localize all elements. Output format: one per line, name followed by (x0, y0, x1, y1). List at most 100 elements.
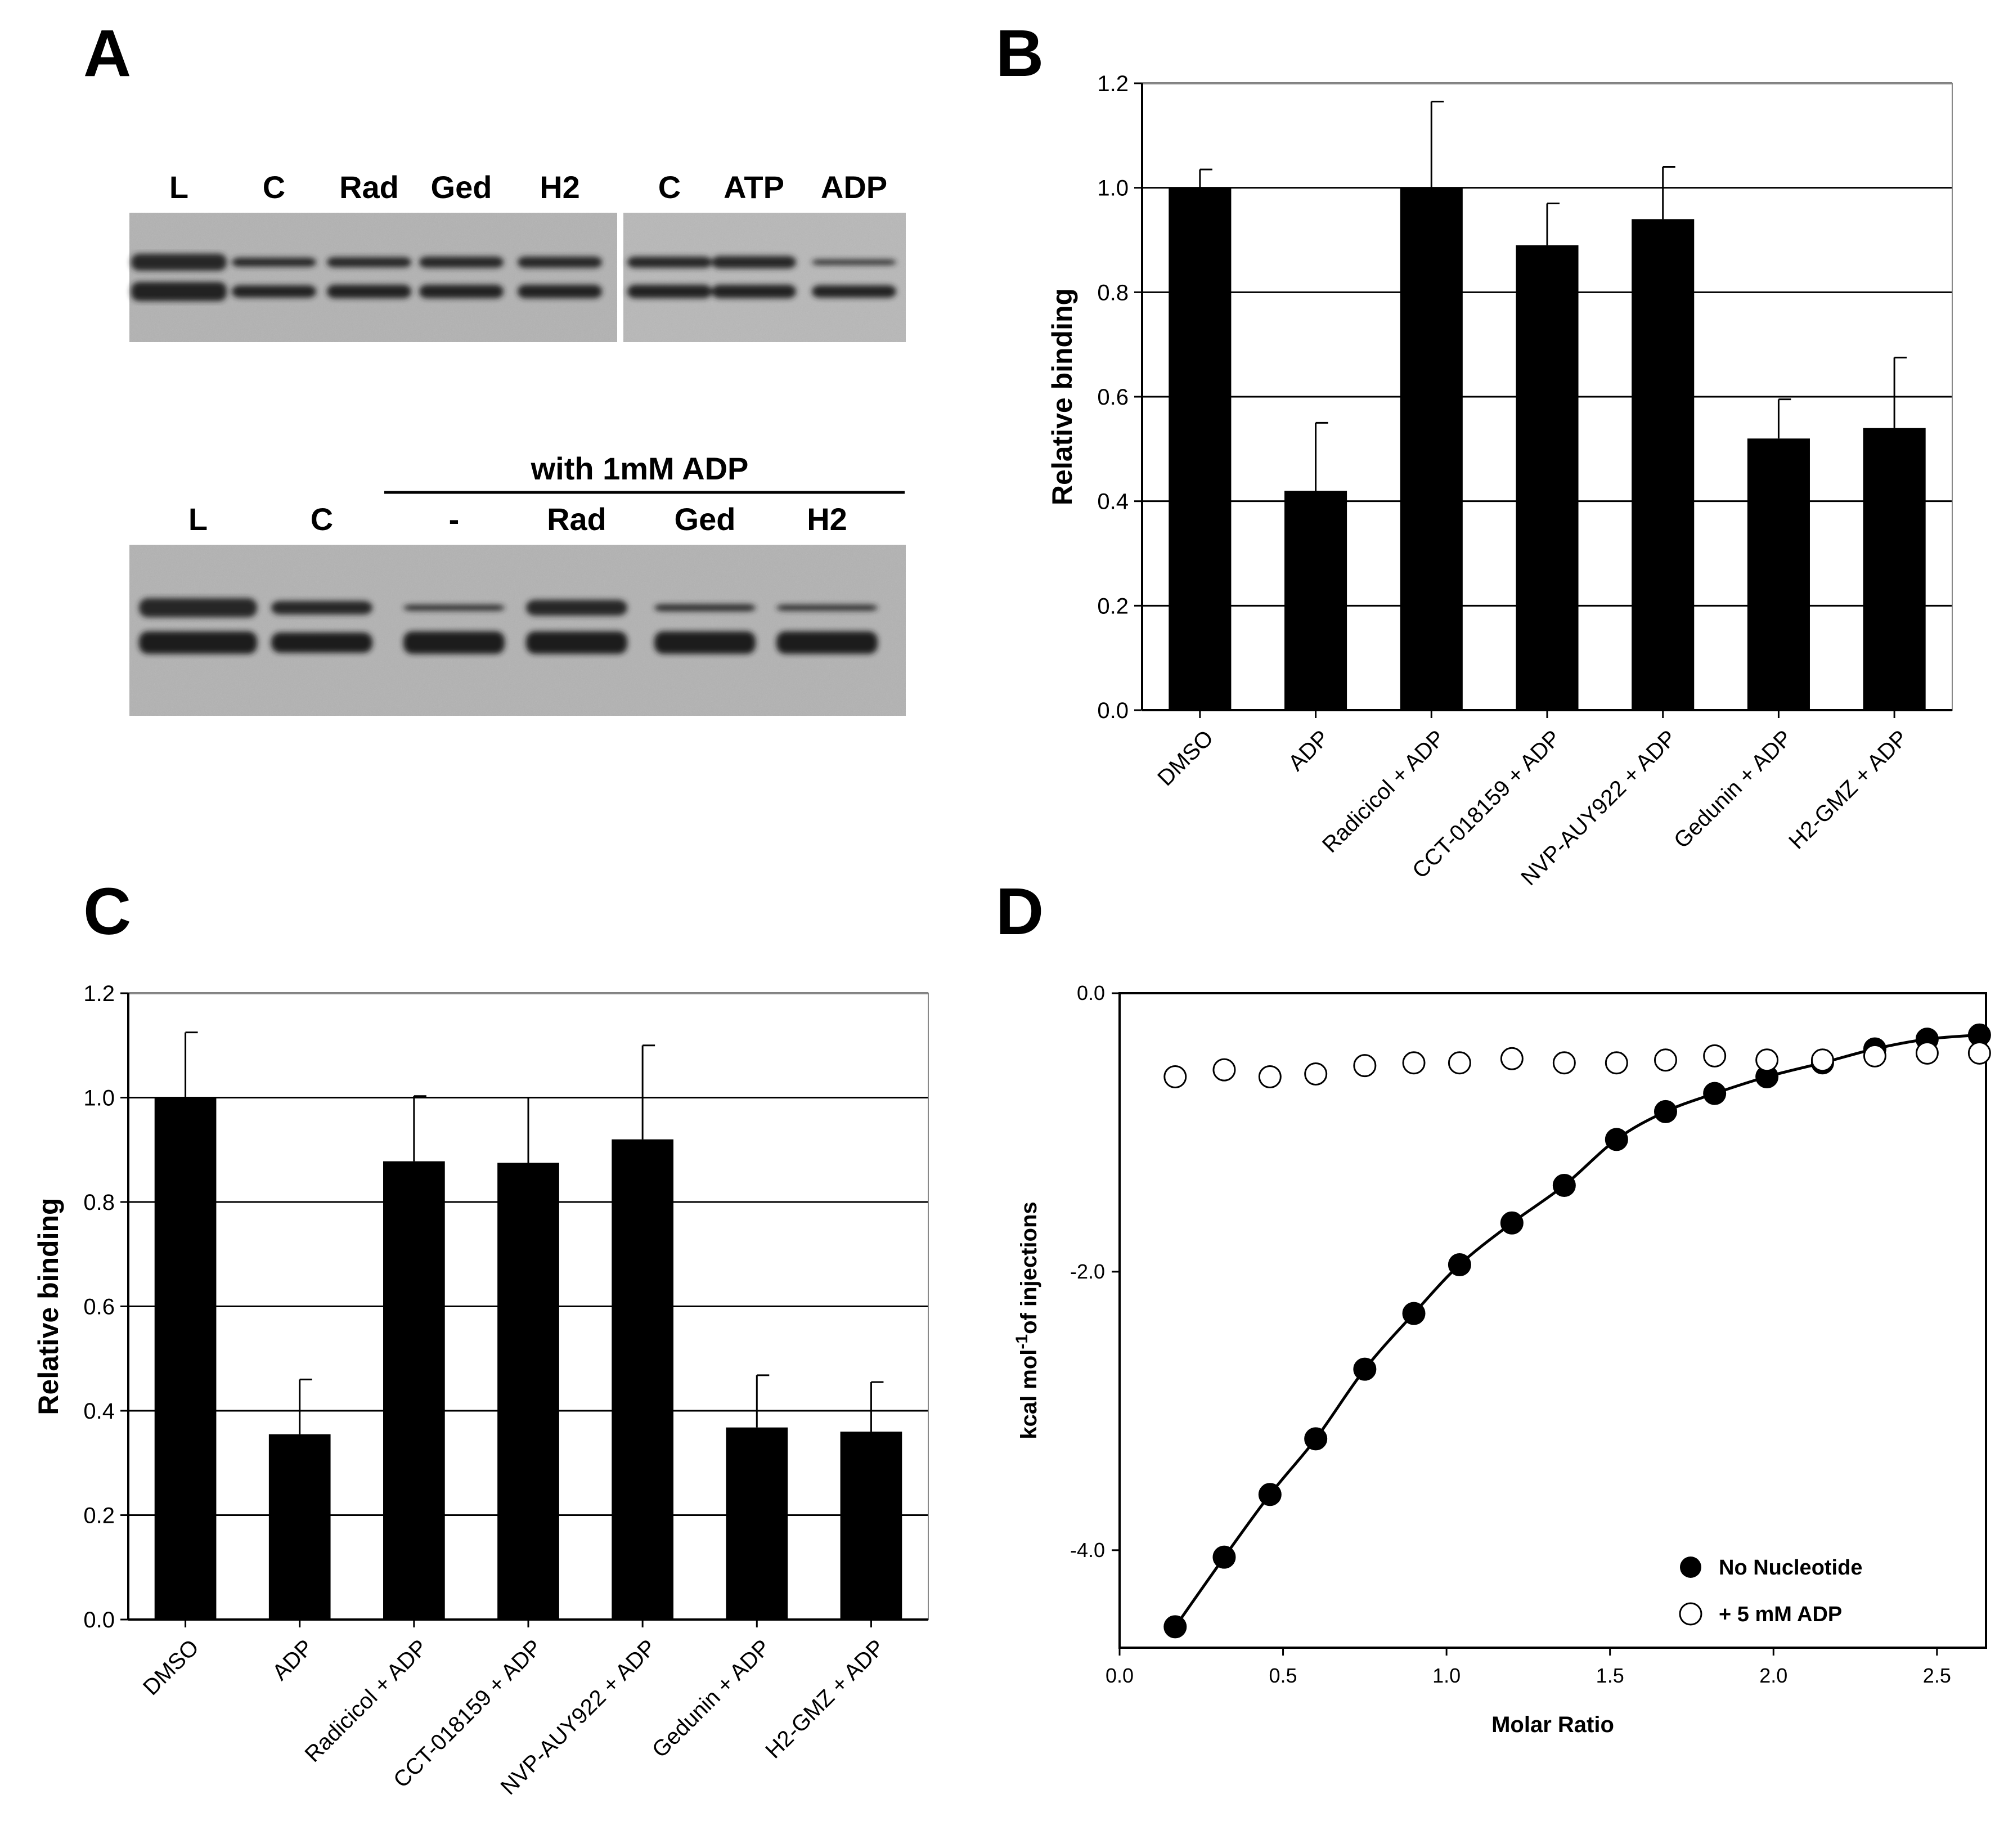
y-axis-title-superscript: -1 (1013, 1334, 1031, 1349)
gel-band (403, 631, 505, 654)
gel-band (712, 285, 796, 298)
data-point-no-nucleotide (1500, 1211, 1524, 1235)
y-axis-title: Relative binding (33, 1197, 64, 1415)
y-tick-label: 0.4 (83, 1399, 115, 1424)
data-point-adp (1212, 1058, 1236, 1082)
top-gel-lane-label: ADP (821, 169, 887, 205)
category-label: DMSO (138, 1635, 204, 1700)
bottom-gel-lane-labels: L C - Rad Ged H2 (188, 501, 847, 537)
data-point-adp (1863, 1044, 1886, 1067)
y-tick-label: 0.0 (1077, 981, 1105, 1004)
gel-band (526, 600, 627, 616)
panel-letter-b: B (996, 16, 1044, 91)
top-gel-lane-labels: L C Rad Ged H2 C ATP ADP (169, 169, 887, 205)
top-gel-lane-label: C (658, 169, 681, 205)
data-point-no-nucleotide (1605, 1128, 1628, 1151)
category-label: DMSO (1153, 725, 1218, 791)
y-tick-label: 0.0 (83, 1608, 115, 1632)
top-gel-lane-label: C (263, 169, 285, 205)
data-point-adp (1304, 1062, 1328, 1086)
category-label: Gedunin + ADP (1669, 725, 1797, 853)
gel-band (627, 285, 712, 298)
data-point-adp (1448, 1051, 1471, 1075)
data-point-adp (1552, 1051, 1576, 1075)
category-label: ADP (1284, 725, 1334, 775)
panel-d-scatter-chart: 0.0 0.5 1.0 1.5 2.0 2.5 0.0 -2.0 -4.0 No Nucleoti… (1013, 981, 1991, 1737)
data-point-adp (1258, 1065, 1282, 1088)
bar (1747, 438, 1810, 710)
bottom-gel-lane-label: Ged (675, 501, 736, 537)
bar (840, 1432, 902, 1620)
bar (1169, 187, 1232, 711)
gel-band (812, 285, 896, 298)
gel-band (232, 285, 316, 298)
legend-marker-open (1679, 1602, 1702, 1626)
data-point-no-nucleotide (1258, 1483, 1282, 1506)
top-gel-lane-label: L (169, 169, 188, 205)
x-tick-label: 1.5 (1596, 1664, 1624, 1687)
data-point-no-nucleotide (1163, 1615, 1187, 1639)
y-axis-title: Relative binding (1046, 288, 1078, 505)
gel-band (327, 257, 411, 267)
data-point-adp (1915, 1041, 1939, 1065)
top-gel-lane-label: H2 (540, 169, 580, 205)
panel-a-gels: L C Rad Ged H2 C ATP ADP with 1mM ADP L C - Rad Ged… (129, 169, 906, 716)
category-label: Radicicol + ADP (300, 1635, 433, 1767)
x-tick-label: 0.0 (1106, 1664, 1134, 1687)
y-tick-label: 0.2 (83, 1504, 115, 1528)
gel-band (518, 257, 602, 268)
y-tick-label: 1.2 (83, 981, 115, 1006)
bottom-gel-lane-label: L (188, 501, 208, 537)
legend-label-adp: + 5 mM ADP (1719, 1603, 1842, 1626)
data-point-adp (1967, 1041, 1991, 1065)
panel-letter-d: D (996, 874, 1044, 949)
gel-band (271, 601, 372, 614)
x-tick-label: 2.0 (1759, 1664, 1787, 1687)
gel-band (232, 258, 316, 267)
bottom-gel-lane-label: H2 (807, 501, 847, 537)
gel-band (327, 285, 411, 298)
category-label: Gedunin + ADP (648, 1635, 775, 1762)
y-tick-label: 0.0 (1097, 698, 1129, 723)
x-tick-label: 1.0 (1432, 1664, 1461, 1687)
y-axis-title: kcal mol-1of injections (1013, 1201, 1041, 1439)
bar (1863, 428, 1926, 710)
bar (726, 1427, 788, 1620)
y-tick-label: -4.0 (1070, 1538, 1105, 1562)
y-axis-title-rest: of injections (1017, 1201, 1041, 1334)
bottom-gel-bands (139, 598, 878, 654)
x-tick-label: 0.5 (1269, 1664, 1297, 1687)
data-point-no-nucleotide (1304, 1427, 1328, 1451)
category-label: Radicicol + ADP (1318, 725, 1450, 858)
data-point-no-nucleotide (1653, 1100, 1677, 1123)
top-gel-bands (131, 254, 896, 301)
gel-band (526, 631, 627, 654)
gel-band (139, 598, 257, 617)
data-point-adp (1810, 1048, 1834, 1072)
bar (383, 1161, 445, 1620)
y-axis-title-main: kcal mol (1017, 1349, 1041, 1439)
y-tick-label: 0.6 (1097, 385, 1129, 410)
plot-frame (1118, 992, 1987, 1649)
category-label: H2-GMZ + ADP (761, 1635, 889, 1763)
top-gel-left-image (129, 213, 617, 342)
legend-label-no-nucleotide: No Nucleotide (1719, 1556, 1862, 1580)
data-point-no-nucleotide (1448, 1253, 1471, 1277)
gel-band (419, 257, 504, 268)
y-tick-label: 1.0 (1097, 176, 1129, 201)
data-point-no-nucleotide (1402, 1302, 1426, 1325)
data-point-no-nucleotide (1552, 1173, 1576, 1197)
y-tick-label: 1.0 (83, 1086, 115, 1111)
data-point-adp (1755, 1048, 1779, 1072)
y-tick-label: 0.6 (83, 1295, 115, 1320)
y-tick-label: -2.0 (1070, 1260, 1105, 1283)
bottom-gel-image (129, 545, 906, 716)
panel-letter-a: A (83, 16, 131, 91)
category-label: H2-GMZ + ADP (1784, 725, 1912, 854)
bar (1516, 245, 1579, 710)
gel-band (139, 631, 257, 654)
gel-band (518, 285, 602, 298)
gel-band (271, 633, 372, 653)
